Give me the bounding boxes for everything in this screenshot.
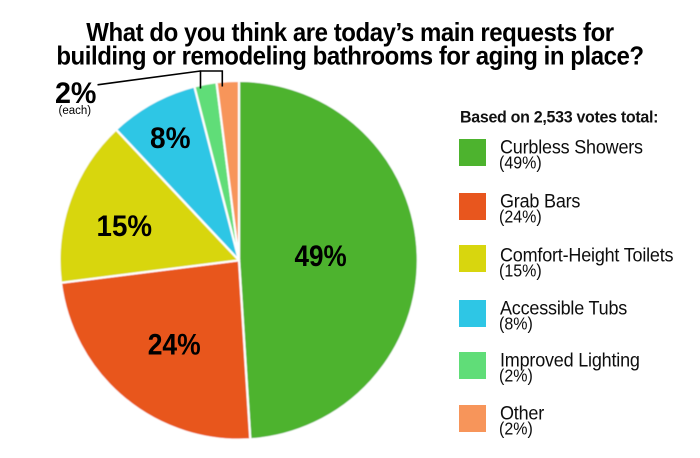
svg-text:2%: 2% <box>55 77 97 110</box>
svg-text:8%: 8% <box>150 122 191 155</box>
svg-text:15%: 15% <box>97 210 153 243</box>
svg-text:24%: 24% <box>148 329 201 362</box>
svg-text:49%: 49% <box>295 240 347 273</box>
svg-text:(each): (each) <box>58 105 91 117</box>
